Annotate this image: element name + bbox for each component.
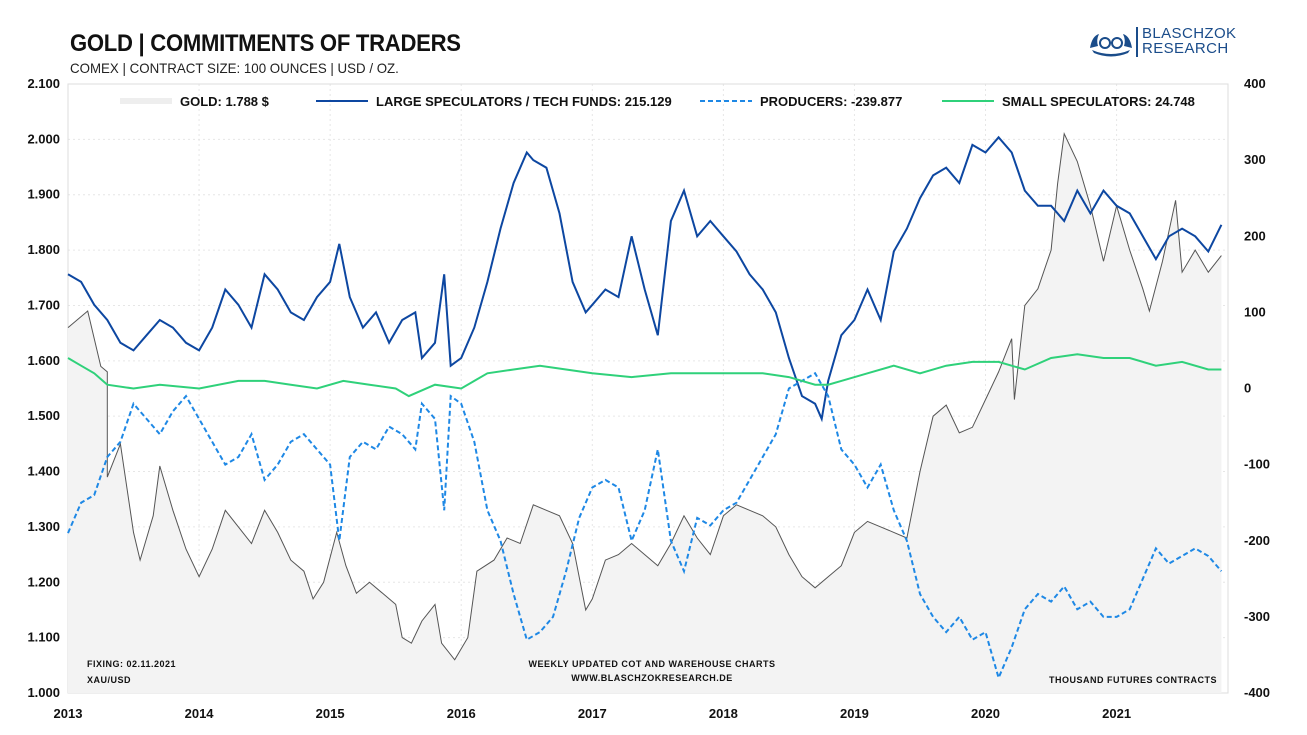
center-note-2: WWW.BLASCHZOKRESEARCH.DE <box>571 673 733 683</box>
left-tick-label: 1.300 <box>27 519 60 534</box>
large-speculators-line <box>67 135 1223 423</box>
right-tick-label: 400 <box>1244 76 1266 91</box>
x-tick-label: 2019 <box>840 706 869 721</box>
x-tick-label: 2016 <box>447 706 476 721</box>
left-tick-label: 1.100 <box>27 630 60 645</box>
notes: FIXING: 02.11.2021 XAU/USD WEEKLY UPDATE… <box>87 659 1217 685</box>
logo-line2: RESEARCH <box>1142 40 1229 57</box>
x-tick-label: 2018 <box>709 706 738 721</box>
legend-label-gold: GOLD: 1.788 $ <box>180 94 270 109</box>
left-tick-label: 1.600 <box>27 353 60 368</box>
x-tick-label: 2013 <box>54 706 83 721</box>
left-tick-label: 1.700 <box>27 297 60 312</box>
right-tick-label: -100 <box>1244 457 1270 472</box>
gold-area <box>68 133 1222 694</box>
right-tick-label: -300 <box>1244 609 1270 624</box>
right-tick-label: -400 <box>1244 685 1270 700</box>
left-tick-label: 1.900 <box>27 187 60 202</box>
vikings-ship-icon <box>1090 34 1132 57</box>
x-tick-label: 2021 <box>1102 706 1131 721</box>
gold-area-fill <box>68 133 1222 694</box>
right-tick-label: 0 <box>1244 381 1251 396</box>
small-speculators-line <box>67 353 1222 398</box>
x-tick-label: 2020 <box>971 706 1000 721</box>
x-tick-label: 2015 <box>316 706 345 721</box>
axes: 1.000 1.100 1.200 1.300 1.400 1.500 1.600 1.700… <box>27 76 1270 721</box>
left-tick-label: 1.500 <box>27 408 60 423</box>
logo-line1: BLASCHZOK <box>1142 25 1237 42</box>
left-tick-label: 1.000 <box>27 685 60 700</box>
page-subtitle: COMEX | CONTRACT SIZE: 100 OUNCES | USD … <box>70 60 399 76</box>
gold-price-line <box>67 132 1222 661</box>
page-title: GOLD | COMMITMENTS OF TRADERS <box>70 30 461 57</box>
legend-label-small_specs: SMALL SPECULATORS: 24.748 <box>1002 94 1195 109</box>
right-tick-label: -200 <box>1244 533 1270 548</box>
right-tick-label: 300 <box>1244 152 1266 167</box>
x-tick-label: 2014 <box>185 706 215 721</box>
producers-line <box>67 371 1223 681</box>
left-tick-label: 1.200 <box>27 574 60 589</box>
left-tick-label: 1.400 <box>27 464 60 479</box>
x-tick-label: 2017 <box>578 706 607 721</box>
symbol-note: XAU/USD <box>87 675 131 685</box>
right-tick-label: 200 <box>1244 228 1266 243</box>
left-tick-label: 1.800 <box>27 242 60 257</box>
logo-text: BLASCHZOK RESEARCH <box>1142 26 1236 56</box>
logo-divider <box>1136 27 1138 57</box>
legend-label-producers: PRODUCERS: -239.877 <box>760 94 902 109</box>
series-lines <box>67 132 1223 681</box>
left-tick-label: 2.100 <box>27 76 60 91</box>
unit-note: THOUSAND FUTURES CONTRACTS <box>1049 675 1217 685</box>
brand-logo: BLASCHZOK RESEARCH <box>1088 26 1248 60</box>
center-note-1: WEEKLY UPDATED COT AND WAREHOUSE CHARTS <box>528 659 775 669</box>
left-tick-label: 2.000 <box>27 131 60 146</box>
legend-label-large_specs: LARGE SPECULATORS / TECH FUNDS: 215.129 <box>376 94 672 109</box>
legend: GOLD: 1.788 $ LARGE SPECULATORS / TECH FU… <box>120 94 1195 109</box>
right-tick-label: 100 <box>1244 304 1266 319</box>
fixing-note: FIXING: 02.11.2021 <box>87 659 176 669</box>
